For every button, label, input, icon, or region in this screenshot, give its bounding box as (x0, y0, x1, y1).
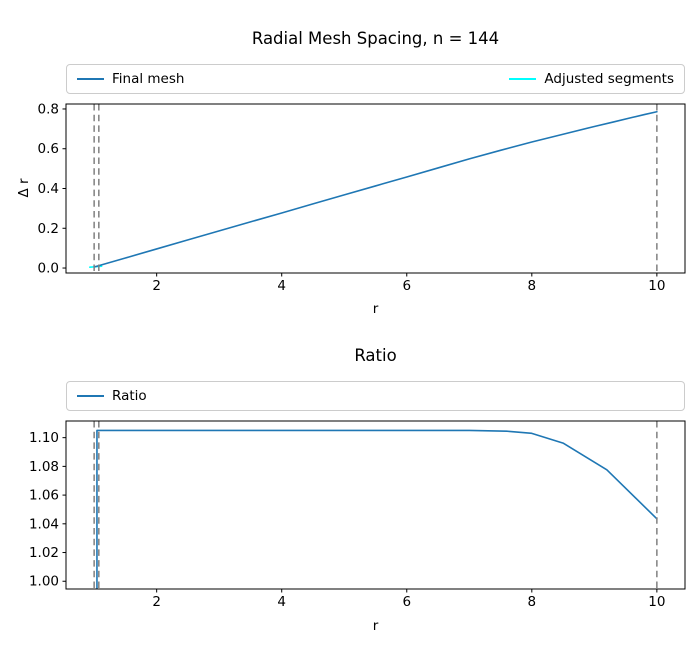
series-line-ratio (96, 429, 658, 589)
y-tick-label: 1.04 (29, 516, 59, 532)
y-tick-label: 1.08 (29, 459, 59, 475)
legend-radial-mesh-spacing: Final mesh Adjusted segments (66, 64, 685, 94)
x-tick-label: 2 (152, 594, 161, 610)
y-tick-label: 0.2 (38, 221, 59, 237)
x-axis-label-r-top: r (372, 301, 379, 317)
y-tick-label: 1.10 (29, 430, 59, 446)
legend-entry-adjusted-segments: Adjusted segments (509, 71, 674, 87)
x-tick-label: 10 (648, 594, 665, 610)
legend-label-adjusted-segments: Adjusted segments (544, 71, 674, 87)
x-tick-label: 8 (528, 278, 537, 294)
legend-label-final-mesh: Final mesh (112, 71, 185, 87)
adjusted-segments-line-sample (509, 78, 537, 80)
x-tick-label: 2 (152, 278, 161, 294)
x-tick-label: 4 (277, 594, 286, 610)
ratio-line-sample (77, 395, 104, 397)
plot-area-ratio (93, 421, 658, 589)
x-axis-label-r-bottom: r (372, 618, 379, 634)
y-tick-label: 0.8 (38, 101, 59, 117)
x-tick-label: 4 (277, 278, 286, 294)
legend-label-ratio: Ratio (112, 388, 147, 404)
chart-title-ratio: Ratio (354, 346, 397, 365)
y-tick-label: 0.0 (38, 261, 59, 277)
plot-area-radial-mesh-spacing (88, 104, 658, 273)
x-tick-label: 8 (528, 594, 537, 610)
y-axis-label-delta-r: Δ r (16, 178, 32, 198)
legend-ratio: Ratio (66, 381, 685, 411)
legend-entry-ratio: Ratio (77, 388, 147, 404)
y-tick-label: 1.00 (29, 574, 59, 590)
y-tick-label: 0.6 (38, 141, 59, 157)
legend-entry-final-mesh: Final mesh (77, 71, 184, 87)
series-line-final-mesh (93, 110, 658, 268)
y-tick-label: 1.06 (29, 488, 59, 504)
axes-frame-ratio (65, 420, 686, 590)
x-tick-label: 6 (402, 278, 411, 294)
x-tick-label: 6 (402, 594, 411, 610)
y-tick-label: 0.4 (38, 181, 59, 197)
chart-title-radial-mesh-spacing: Radial Mesh Spacing, n = 144 (251, 29, 500, 48)
y-tick-label: 1.02 (29, 545, 59, 561)
x-tick-label: 10 (648, 278, 665, 294)
final-mesh-line-sample (77, 78, 104, 80)
